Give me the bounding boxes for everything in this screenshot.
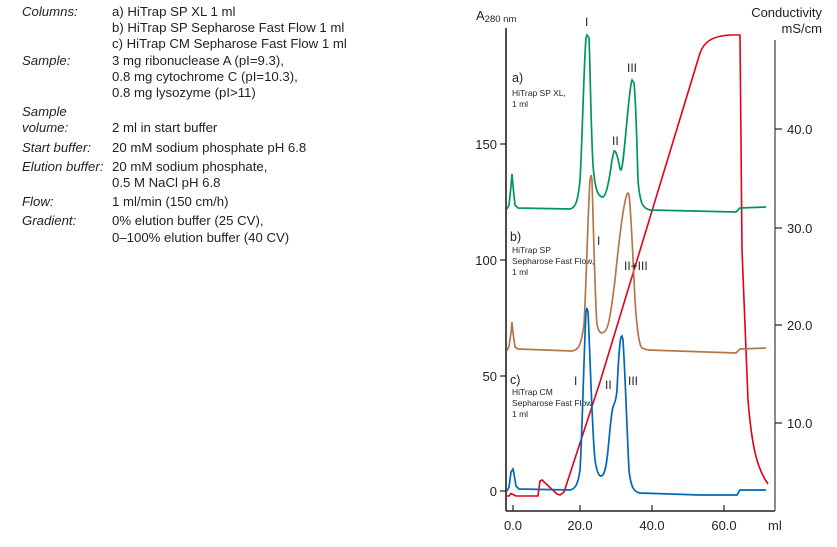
y2-tick-40: 40.0 [787,122,812,137]
start-buffer-row: Start buffer: 20 mM sodium phosphate pH … [22,140,347,156]
sample-line-2: 0.8 mg cytochrome C (pI=10.3), [112,68,298,84]
y-tick-100: 100 [475,253,497,268]
column-a: a) HiTrap SP XL 1 ml [112,4,236,19]
flow-value: 1 ml/min (150 cm/h) [112,194,229,210]
svg-text:Sepharose Fast Flow: Sepharose Fast Flow [512,398,593,408]
y-axis-ticks: 0 50 100 150 [475,137,506,499]
svg-text:c): c) [510,373,520,387]
x-axis-ticks: 0.0 20.0 40.0 60.0 ml [504,505,782,533]
svg-text:HiTrap CM: HiTrap CM [512,387,553,397]
elution-buffer-line-2: 0.5 M NaCl pH 6.8 [112,175,221,191]
y-tick-150: 150 [475,137,497,152]
y-axis-title: A280 nm [476,8,516,25]
sample-volume-label-2: volume: [22,120,69,136]
sample-volume-row: Sample volume: 2 ml in start buffer [22,104,347,136]
series-b-trace [506,174,767,354]
series-c-trace [506,307,766,496]
flow-label: Flow: [22,194,54,210]
sample-volume-label: Sample volume: [22,104,112,136]
run-conditions: Columns: a) HiTrap SP XL 1 ml b) HiTrap … [22,4,347,246]
svg-text:1 ml: 1 ml [512,267,528,277]
peak-a-I: I [585,15,588,29]
svg-text:1 ml: 1 ml [512,409,528,419]
sample-label: Sample: [22,52,71,68]
svg-text:HiTrap SP XL,: HiTrap SP XL, [512,88,566,98]
elution-buffer-line-1: 20 mM sodium phosphate, [112,158,268,174]
columns-row: Columns: a) HiTrap SP XL 1 ml b) HiTrap … [22,4,347,53]
series-b-label: b) HiTrap SP Sepharose Fast Flow, 1 ml [510,230,594,277]
svg-text:HiTrap SP: HiTrap SP [512,245,551,255]
y2-axis-title-line1: Conductivity [751,5,822,20]
sample-volume-label-1: Sample [22,104,67,120]
y-tick-0: 0 [490,484,497,499]
y2-tick-30: 30.0 [787,221,812,236]
x-tick-0: 0.0 [504,518,522,533]
sample-row: Sample: 3 mg ribonuclease A (pI=9.3), 0.… [22,53,347,102]
peak-c-I: I [574,374,577,388]
svg-text:1 ml: 1 ml [512,99,528,109]
elution-buffer-label: Elution buffer: [22,158,104,174]
peak-b-I: I [597,234,600,248]
gradient-line-1: 0% elution buffer (25 CV), [112,213,264,229]
svg-text:a): a) [512,71,523,85]
y2-axis-title-line2: mS/cm [782,21,822,36]
peak-b-II-III: II+III [624,259,648,273]
gradient-row: Gradient: 0% elution buffer (25 CV), 0–1… [22,213,347,245]
conductivity-trace [506,34,769,497]
x-axis-unit: ml [768,518,782,533]
sample-line-1: 3 mg ribonuclease A (pI=9.3), [112,52,284,68]
series-c-label: c) HiTrap CM Sepharose Fast Flow 1 ml [510,373,593,419]
start-buffer-label: Start buffer: [22,139,91,155]
svg-text:b): b) [510,230,521,244]
peak-c-II: II [605,378,612,392]
gradient-line-2: 0–100% elution buffer (40 CV) [112,229,290,245]
column-c: c) HiTrap CM Sepharose Fast Flow 1 ml [112,36,347,52]
peak-a-III: III [627,61,637,75]
flow-row: Flow: 1 ml/min (150 cm/h) [22,194,347,210]
y-tick-50: 50 [483,369,497,384]
y2-tick-10: 10.0 [787,416,812,431]
x-tick-20: 20.0 [567,518,592,533]
series-a-label: a) HiTrap SP XL, 1 ml [512,71,566,109]
gradient-label: Gradient: [22,213,77,229]
y2-tick-20: 20.0 [787,318,812,333]
start-buffer-value: 20 mM sodium phosphate pH 6.8 [112,139,307,155]
peak-a-II: II [612,134,619,148]
columns-label: Columns: [22,4,78,19]
peak-c-III: III [628,374,638,388]
series-a-trace [506,33,767,213]
column-b: b) HiTrap SP Sepharose Fast Flow 1 ml [112,20,345,36]
y2-axis-ticks: 40.0 30.0 20.0 10.0 [775,122,812,431]
elution-buffer-row: Elution buffer: 20 mM sodium phosphate, … [22,159,347,191]
svg-text:Sepharose Fast Flow,: Sepharose Fast Flow, [512,256,594,266]
x-tick-40: 40.0 [639,518,664,533]
sample-volume-value: 2 ml in start buffer [112,120,218,136]
x-tick-60: 60.0 [711,518,736,533]
sample-line-3: 0.8 mg lysozyme (pI>11) [112,85,256,101]
